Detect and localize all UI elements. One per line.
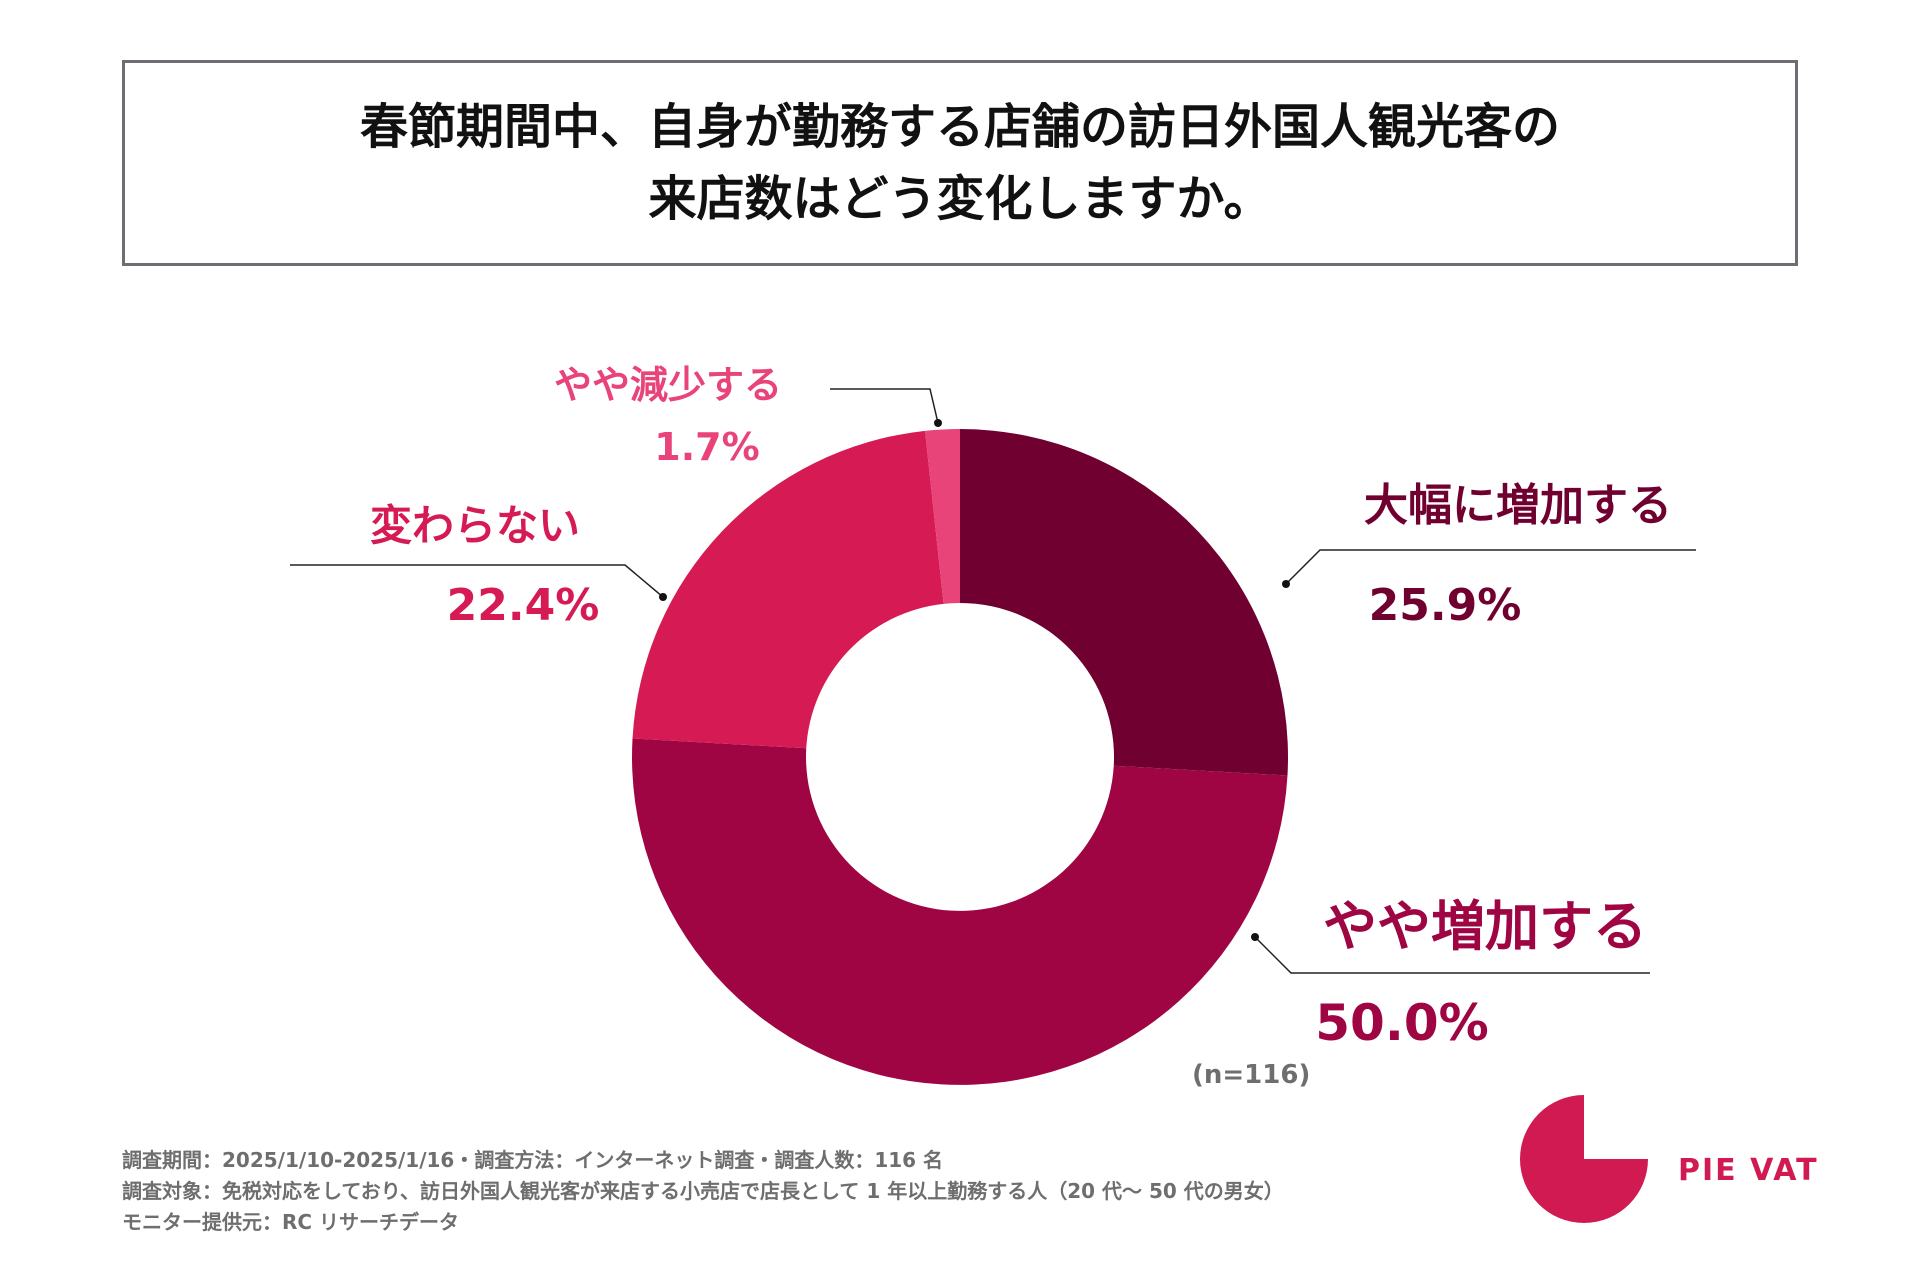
footnote-line: モニター提供元：RC リサーチデータ: [122, 1210, 460, 1234]
leader-dot: [659, 593, 667, 601]
slice-value-label: 25.9%: [1369, 580, 1522, 631]
leader-line: [290, 564, 664, 598]
slice-label: 変わらない: [370, 501, 580, 550]
brand-name: PIE VAT: [1678, 1153, 1819, 1188]
title-box: 春節期間中、自身が勤務する店舗の訪日外国人観光客の 来店数はどう変化しますか。: [122, 60, 1798, 266]
footnote-line: 調査対象：免税対応をしており、訪日外国人観光客が来店する小売店で店長として 1 …: [122, 1179, 1284, 1203]
chart-title-line-2: 来店数はどう変化しますか。: [648, 171, 1272, 227]
slice-value-label: 22.4%: [447, 580, 600, 631]
slice-labels: 大幅に増加する 25.9% やや増加する 50.0% 変わらない 22.4% やや減少する 1…: [370, 363, 1672, 1052]
leader-dot: [934, 419, 942, 427]
leader-line: [830, 388, 939, 424]
leader-line: [1285, 549, 1696, 585]
chart-title-line-1: 春節期間中、自身が勤務する店舗の訪日外国人観光客の: [359, 99, 1560, 155]
donut-slice: [632, 430, 944, 749]
donut-slices: [632, 429, 1288, 1085]
donut-slice: [632, 738, 1288, 1085]
leader-dot: [1282, 580, 1290, 588]
slice-value-label: 1.7%: [654, 425, 759, 469]
leader-dot: [1251, 933, 1259, 941]
slice-label: やや増加する: [1323, 895, 1647, 958]
slice-label: やや減少する: [554, 363, 782, 407]
footnote-line: 調査期間：2025/1/10-2025/1/16・調査方法：インターネット調査・…: [122, 1148, 944, 1172]
leader-lines: [290, 388, 1696, 974]
sample-size-note: (n=116): [1192, 1060, 1311, 1090]
leader-line: [1254, 936, 1650, 974]
slice-label: 大幅に増加する: [1364, 480, 1672, 531]
survey-footnotes: 調査期間：2025/1/10-2025/1/16・調査方法：インターネット調査・…: [122, 1145, 1284, 1238]
slice-value-label: 50.0%: [1315, 994, 1488, 1052]
pie-vat-logo-icon: [1520, 1095, 1648, 1223]
donut-slice: [960, 429, 1288, 776]
donut-slice: [925, 429, 960, 604]
